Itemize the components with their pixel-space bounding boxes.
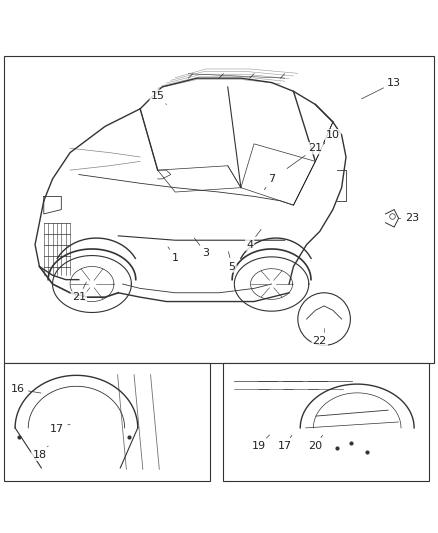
Text: 1: 1 <box>168 247 179 263</box>
Text: 19: 19 <box>251 435 270 451</box>
Text: 7: 7 <box>265 174 275 190</box>
Bar <box>4 363 210 481</box>
Text: 4: 4 <box>246 229 261 249</box>
Text: 23: 23 <box>399 213 419 223</box>
Bar <box>4 56 434 363</box>
Bar <box>223 363 429 481</box>
Text: 16: 16 <box>11 384 41 394</box>
Text: 21: 21 <box>287 143 322 168</box>
Text: 5: 5 <box>229 252 236 271</box>
Text: 18: 18 <box>32 446 48 460</box>
Text: 10: 10 <box>324 130 340 144</box>
Text: 17: 17 <box>50 424 70 433</box>
Text: 20: 20 <box>308 435 322 451</box>
Text: 15: 15 <box>151 91 166 104</box>
Text: 21: 21 <box>72 282 86 302</box>
Text: 22: 22 <box>313 336 327 346</box>
Text: 17: 17 <box>278 435 292 451</box>
Text: 13: 13 <box>362 77 401 99</box>
Text: 3: 3 <box>194 238 209 259</box>
